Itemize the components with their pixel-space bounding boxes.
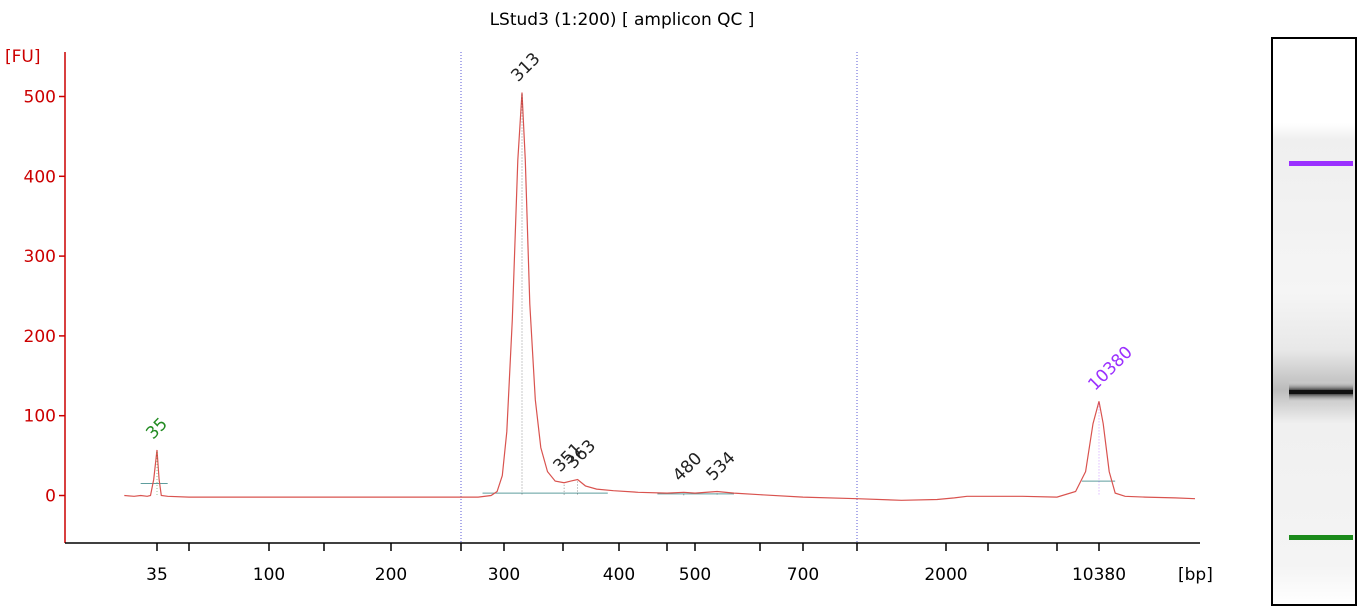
peak-label: 480 [669,449,706,486]
peak-label: 35 [142,414,171,443]
gel-band-lower-marker [1289,535,1353,540]
y-tick-label: 100 [24,407,56,427]
peak-label: 313 [507,49,544,86]
peak-label: 534 [702,448,739,485]
peak-label: 10380 [1084,342,1136,394]
x-tick-label: 200 [375,565,407,585]
plot-area: 0 100 200 300 400 500 35 100 200 300 400 500 700 2000… [24,49,1200,585]
x-tick-label: 300 [488,565,520,585]
x-tick-label: 400 [603,565,635,585]
y-tick-label: 500 [24,88,56,108]
x-tick-label: 10380 [1072,565,1126,585]
signal-trace [124,92,1196,501]
gel-lane-image [1271,37,1357,606]
y-tick-label: 0 [45,487,56,507]
gel-band-upper-marker [1289,161,1353,166]
gel-lane-frame [1271,37,1357,606]
x-tick-label: 500 [679,565,711,585]
x-tick-label: 2000 [924,565,967,585]
chart-title: LStud3 (1:200) [ amplicon QC ] [490,10,755,30]
x-tick-label: 35 [146,565,168,585]
y-axis-label: [FU] [5,47,41,67]
x-axis-label: [bp] [1178,565,1213,585]
y-tick-label: 300 [24,247,56,267]
x-tick-label: 700 [787,565,819,585]
y-tick-label: 200 [24,327,56,347]
gel-band-sample-core [1289,390,1353,394]
y-tick-label: 400 [24,167,56,187]
x-tick-label: 100 [253,565,285,585]
